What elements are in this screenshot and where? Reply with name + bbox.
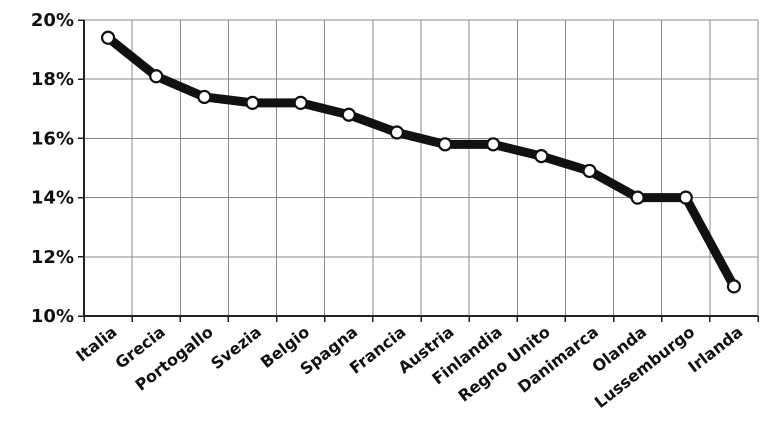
data-point: [437, 137, 453, 152]
data-point: [630, 190, 645, 205]
data-point: [100, 30, 116, 45]
axes: [78, 19, 759, 322]
series-layer: [103, 33, 739, 291]
y-tick-label: 20%: [31, 10, 74, 31]
x-tick-label: Svezia: [207, 322, 265, 373]
y-tick-label: 18%: [31, 69, 74, 90]
gridlines: [84, 19, 759, 316]
data-point: [726, 279, 742, 294]
data-point: [534, 149, 549, 164]
data-points: [100, 30, 742, 294]
data-point: [197, 89, 212, 105]
data-point: [341, 107, 356, 122]
y-tick-label: 14%: [31, 188, 74, 209]
data-point: [293, 95, 308, 110]
data-point: [678, 190, 693, 205]
data-point: [389, 125, 405, 140]
data-point: [486, 137, 501, 152]
y-tick-label: 12%: [31, 247, 74, 268]
y-axis-tick-labels: 10% 12% 14% 16% 18% 20%: [31, 10, 74, 327]
y-tick-label: 16%: [31, 128, 74, 149]
x-tick-label: Irlanda: [684, 322, 746, 376]
series-line: [103, 33, 739, 291]
x-axis-tick-labels: ItaliaGreciaPortogalloSveziaBelgioSpagna…: [72, 322, 746, 412]
data-point: [149, 69, 164, 84]
data-point: [582, 163, 597, 179]
y-tick-label: 10%: [31, 306, 74, 327]
data-point: [245, 95, 260, 110]
